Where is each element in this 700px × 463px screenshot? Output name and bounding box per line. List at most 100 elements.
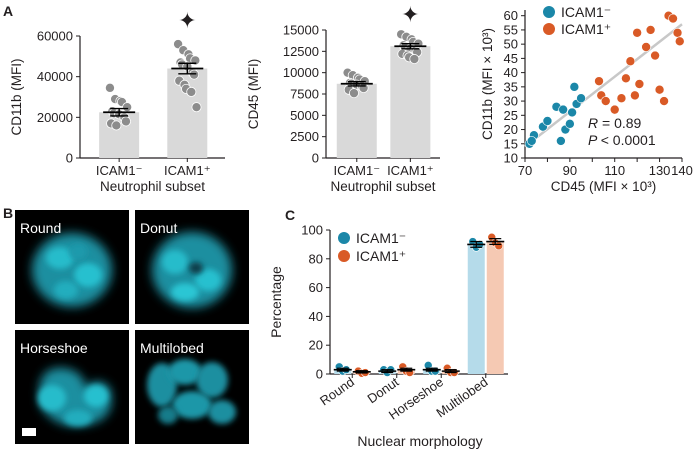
- micrograph-label-donut: Donut: [140, 220, 177, 236]
- scatter-point: [621, 73, 631, 84]
- y-tick-label: 5000: [290, 108, 319, 123]
- y-tick-label: 60: [504, 8, 518, 23]
- y-tick-label: 60000: [37, 29, 73, 44]
- legend-label: ICAM1⁻: [561, 4, 611, 20]
- category-label: ICAM1⁺: [164, 163, 211, 178]
- scatter-point: [668, 13, 678, 24]
- legend-label: ICAM1⁺: [561, 21, 611, 37]
- x-axis-label: Neutrophil subset: [330, 179, 435, 194]
- bar: [390, 46, 431, 158]
- y-tick-label: 100: [301, 223, 323, 238]
- cd45-chart: 0 2500 5000 7500 10000 12500 15000 ICAM1⁻ ICAM1⁺…: [246, 2, 440, 194]
- data-point: [122, 102, 133, 113]
- y-tick-label: 0: [66, 151, 73, 166]
- scatter-point: [672, 27, 683, 38]
- scatter-point: [600, 96, 611, 106]
- scatter-point: [567, 107, 577, 118]
- data-point: [494, 241, 504, 251]
- micrograph-label-round: Round: [20, 220, 61, 236]
- data-point: [120, 116, 131, 127]
- panel-label-c: C: [285, 207, 295, 223]
- y-axis-label: CD11b (MFI): [9, 58, 24, 135]
- scatter-point: [558, 104, 568, 115]
- category-label: Donut: [364, 374, 401, 406]
- data-point: [186, 86, 197, 97]
- micrograph-label-horseshoe: Horseshoe: [20, 340, 88, 356]
- micrograph-label-multilobed: Multilobed: [140, 340, 204, 356]
- scatter-point: [630, 90, 640, 101]
- y-tick-label: 35: [504, 79, 518, 94]
- scatter-point: [616, 93, 627, 104]
- scatter-point: [609, 104, 620, 115]
- y-tick-label: 55: [504, 22, 518, 37]
- scatter-point: [650, 50, 660, 61]
- scatter-point: [556, 136, 566, 146]
- legend-label: ICAM1⁺: [356, 248, 406, 264]
- bar: [467, 244, 485, 374]
- legend-marker: [543, 6, 555, 18]
- legend-marker: [338, 250, 350, 262]
- y-tick-label: 50: [504, 37, 518, 52]
- y-tick-label: 10000: [283, 65, 319, 80]
- legend-label: ICAM1⁻: [356, 230, 406, 246]
- scatter-point: [634, 79, 645, 89]
- x-tick-label: 130: [649, 163, 671, 178]
- p-value: P < 0.0001: [588, 132, 656, 148]
- y-tick-label: 0: [316, 367, 323, 382]
- y-tick-label: 45: [504, 51, 518, 66]
- cd11b-chart: 0 20000 40000 60000 ICAM1⁻ ICAM1⁺ ✦ Neutrophil …: [9, 8, 225, 194]
- data-point: [358, 83, 369, 94]
- micrograph-horseshoe: Horseshoe: [15, 330, 129, 444]
- data-point: [111, 120, 122, 131]
- scatter-point: [659, 96, 669, 106]
- scatter-point: [542, 116, 553, 126]
- micrograph-round: Round: [15, 210, 129, 324]
- x-tick-label: 140: [671, 163, 693, 178]
- micrograph-donut: Donut: [135, 210, 249, 324]
- y-tick-label: 40: [504, 65, 518, 80]
- scatter-point: [625, 56, 636, 67]
- y-tick-label: 12500: [283, 44, 319, 59]
- scatter-point: [594, 76, 604, 86]
- bar: [99, 112, 140, 158]
- significance-marker: ✦: [401, 2, 419, 27]
- y-tick-label: 80: [309, 251, 323, 266]
- bar: [486, 241, 504, 374]
- y-tick-label: 40: [309, 309, 323, 324]
- x-axis-label: Nuclear morphology: [357, 433, 482, 449]
- y-tick-label: 2500: [290, 129, 319, 144]
- y-tick-label: 25: [504, 108, 518, 123]
- scatter-point: [526, 136, 537, 146]
- scatter-point: [576, 93, 586, 104]
- x-tick-label: 110: [604, 163, 625, 178]
- data-point: [409, 54, 420, 65]
- regression-line: [524, 23, 683, 148]
- x-tick-label: 70: [518, 163, 532, 178]
- category-label: ICAM1⁻: [333, 163, 380, 178]
- scatter-point: [565, 119, 575, 129]
- scatter-point: [654, 84, 665, 95]
- y-tick-label: 7500: [290, 87, 319, 102]
- y-tick-label: 60: [309, 280, 323, 295]
- y-axis-label: Percentage: [268, 266, 284, 338]
- panel-label-a: A: [3, 3, 13, 19]
- micrograph-multilobed: Multilobed: [135, 330, 249, 444]
- data-point: [191, 102, 202, 113]
- scatter-point: [645, 25, 656, 35]
- scatter-point: [569, 82, 580, 92]
- panel-label-b: B: [3, 205, 13, 221]
- scatter-point: [632, 27, 642, 38]
- y-tick-label: 10: [504, 151, 518, 166]
- y-axis-label: CD11b (MFI × 10³): [480, 28, 495, 140]
- y-tick-label: 0: [312, 151, 319, 166]
- category-label: ICAM1⁺: [387, 163, 434, 178]
- scale-bar: [22, 428, 36, 436]
- legend-marker: [543, 23, 555, 35]
- scatter-point: [674, 36, 685, 47]
- legend-marker: [338, 232, 350, 244]
- x-axis-label: Neutrophil subset: [100, 179, 205, 194]
- y-tick-label: 20: [504, 122, 518, 137]
